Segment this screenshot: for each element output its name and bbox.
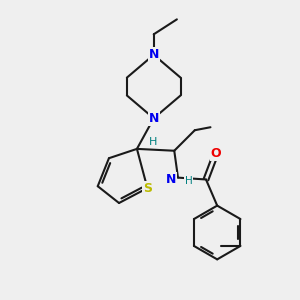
Text: N: N	[148, 48, 159, 61]
Text: N: N	[166, 173, 176, 186]
Text: N: N	[148, 112, 159, 125]
Text: O: O	[211, 147, 221, 160]
Text: H: H	[148, 137, 157, 147]
Text: S: S	[143, 182, 152, 195]
Text: H: H	[184, 176, 192, 186]
